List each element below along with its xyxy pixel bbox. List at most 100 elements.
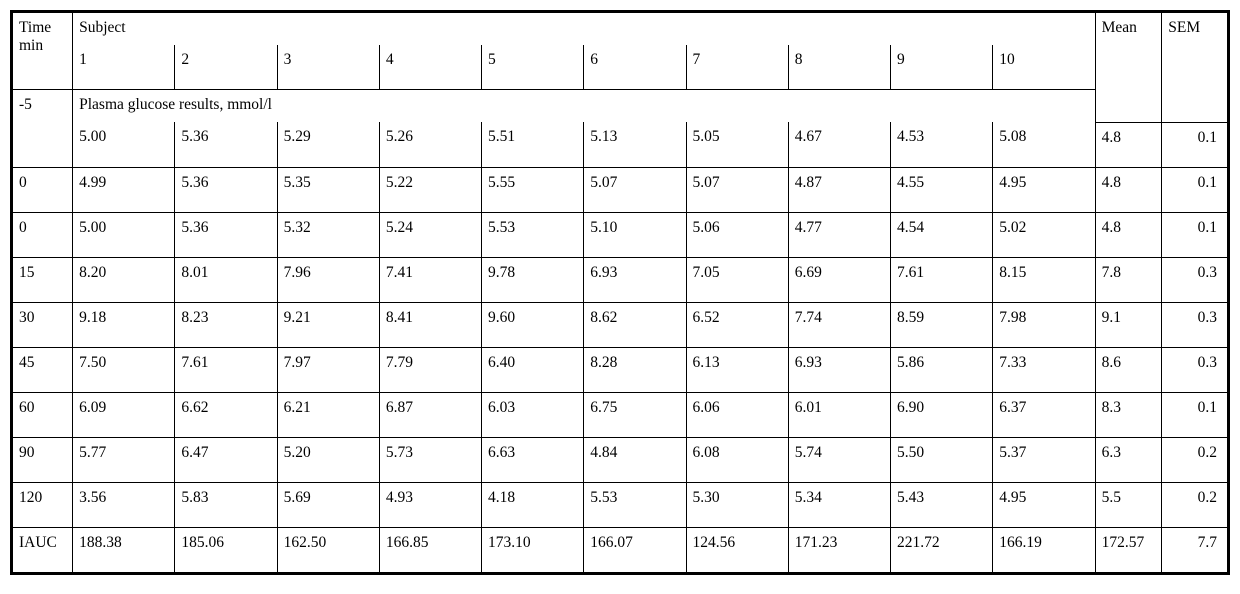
value-cell: 4.77	[788, 212, 890, 257]
value-cell: 5.24	[379, 212, 481, 257]
value-cell: 5.55	[482, 167, 584, 212]
value-cell: 9.21	[277, 302, 379, 347]
subject-num: 6	[584, 45, 686, 90]
value-cell: 6.90	[890, 392, 992, 437]
value-cell: 5.35	[277, 167, 379, 212]
data-row: 905.776.475.205.736.634.846.085.745.505.…	[12, 437, 1229, 482]
value-cell: 5.20	[277, 437, 379, 482]
value-cell: 6.93	[788, 347, 890, 392]
mean-cell: 7.8	[1095, 257, 1162, 302]
value-cell: 6.37	[993, 392, 1095, 437]
value-cell: 5.05	[686, 122, 788, 167]
value-cell: 6.03	[482, 392, 584, 437]
value-cell: 166.07	[584, 527, 686, 573]
value-cell: 5.43	[890, 482, 992, 527]
value-cell: 5.30	[686, 482, 788, 527]
subject-num: 2	[175, 45, 277, 90]
value-cell: 4.99	[73, 167, 175, 212]
data-row: 457.507.617.977.796.408.286.136.935.867.…	[12, 347, 1229, 392]
mean-cell: 172.57	[1095, 527, 1162, 573]
value-cell: 9.60	[482, 302, 584, 347]
sem-cell: 0.3	[1162, 302, 1229, 347]
value-cell: 6.13	[686, 347, 788, 392]
value-cell: 4.54	[890, 212, 992, 257]
time-header: Time min	[12, 12, 73, 90]
time-cell: -5	[12, 90, 73, 168]
data-row: 606.096.626.216.876.036.756.066.016.906.…	[12, 392, 1229, 437]
value-cell: 8.59	[890, 302, 992, 347]
mean-cell: 4.8	[1095, 212, 1162, 257]
value-cell: 5.02	[993, 212, 1095, 257]
value-cell: 8.20	[73, 257, 175, 302]
sem-cell: 0.1	[1162, 392, 1229, 437]
value-cell: 188.38	[73, 527, 175, 573]
glucose-table: Time min Subject Mean SEM 1 2 3 4 5 6 7 …	[10, 10, 1230, 575]
mean-cell: 5.5	[1095, 482, 1162, 527]
data-row: 04.995.365.355.225.555.075.074.874.554.9…	[12, 167, 1229, 212]
time-cell: 90	[12, 437, 73, 482]
value-cell: 5.77	[73, 437, 175, 482]
value-cell: 5.36	[175, 122, 277, 167]
value-cell: 6.75	[584, 392, 686, 437]
subject-num: 4	[379, 45, 481, 90]
value-cell: 7.33	[993, 347, 1095, 392]
value-cell: 7.05	[686, 257, 788, 302]
plasma-header: Plasma glucose results, mmol/l	[73, 90, 1095, 123]
data-row: 309.188.239.218.419.608.626.527.748.597.…	[12, 302, 1229, 347]
subject-num: 1	[73, 45, 175, 90]
mean-cell: 8.3	[1095, 392, 1162, 437]
value-cell: 8.23	[175, 302, 277, 347]
value-cell: 7.61	[890, 257, 992, 302]
value-cell: 4.18	[482, 482, 584, 527]
value-cell: 8.41	[379, 302, 481, 347]
value-cell: 6.52	[686, 302, 788, 347]
value-cell: 5.22	[379, 167, 481, 212]
value-cell: 5.74	[788, 437, 890, 482]
value-cell: 7.74	[788, 302, 890, 347]
value-cell: 5.06	[686, 212, 788, 257]
value-cell: 8.28	[584, 347, 686, 392]
mean-cell: 4.8	[1095, 167, 1162, 212]
value-cell: 6.47	[175, 437, 277, 482]
value-cell: 6.69	[788, 257, 890, 302]
value-cell: 5.26	[379, 122, 481, 167]
value-cell: 9.18	[73, 302, 175, 347]
value-cell: 5.36	[175, 212, 277, 257]
sem-cell: 0.1	[1162, 212, 1229, 257]
value-cell: 8.01	[175, 257, 277, 302]
value-cell: 173.10	[482, 527, 584, 573]
time-cell: IAUC	[12, 527, 73, 573]
value-cell: 5.86	[890, 347, 992, 392]
subject-header: Subject	[73, 12, 1095, 46]
value-cell: 5.08	[993, 122, 1095, 167]
value-cell: 162.50	[277, 527, 379, 573]
value-cell: 5.07	[686, 167, 788, 212]
value-cell: 6.93	[584, 257, 686, 302]
value-cell: 5.51	[482, 122, 584, 167]
value-cell: 6.09	[73, 392, 175, 437]
value-cell: 5.10	[584, 212, 686, 257]
sem-header: SEM	[1162, 12, 1229, 123]
subject-number-row: 1 2 3 4 5 6 7 8 9 10	[12, 45, 1229, 90]
value-cell: 8.15	[993, 257, 1095, 302]
value-cell: 5.37	[993, 437, 1095, 482]
value-cell: 4.53	[890, 122, 992, 167]
value-cell: 5.73	[379, 437, 481, 482]
sem-cell: 0.3	[1162, 257, 1229, 302]
value-cell: 6.62	[175, 392, 277, 437]
value-cell: 7.41	[379, 257, 481, 302]
time-cell: 120	[12, 482, 73, 527]
value-cell: 6.01	[788, 392, 890, 437]
value-cell: 4.95	[993, 482, 1095, 527]
subject-num: 3	[277, 45, 379, 90]
value-cell: 4.67	[788, 122, 890, 167]
subject-num: 5	[482, 45, 584, 90]
value-cell: 4.87	[788, 167, 890, 212]
value-cell: 5.29	[277, 122, 379, 167]
value-cell: 7.61	[175, 347, 277, 392]
subject-num: 8	[788, 45, 890, 90]
value-cell: 6.87	[379, 392, 481, 437]
value-cell: 6.63	[482, 437, 584, 482]
value-cell: 3.56	[73, 482, 175, 527]
data-row: 5.00 5.36 5.29 5.26 5.51 5.13 5.05 4.67 …	[12, 122, 1229, 167]
